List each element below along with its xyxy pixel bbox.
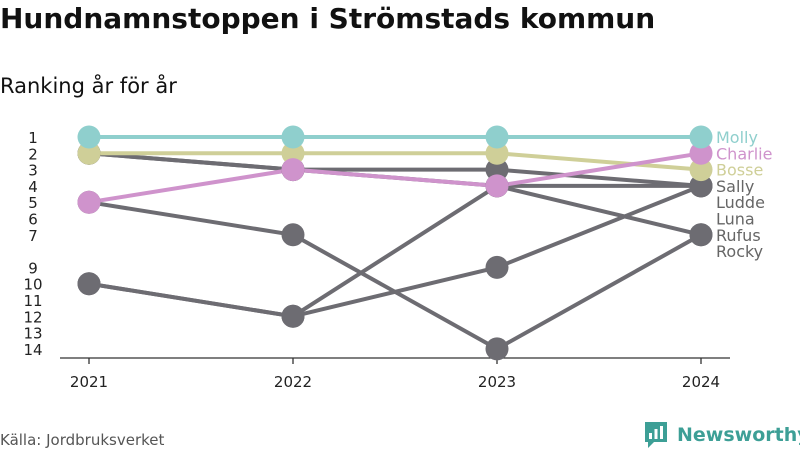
point-luna-2023 [485,255,509,279]
y-tick-label-14: 14 [23,341,42,359]
point-charlie-2021 [77,190,101,214]
y-tick-label-10: 10 [23,276,42,294]
y-tick-label-7: 7 [28,227,38,245]
brand-logo: Newsworthy [643,420,800,450]
y-tick-label-2: 2 [28,145,38,163]
x-tick-label-2022: 2022 [274,373,312,391]
y-tick-label-5: 5 [28,194,38,212]
point-rufus-2022 [281,223,305,247]
chart-subtitle: Ranking år för år [0,74,177,98]
legend-label-ludde: Ludde [716,193,765,212]
y-tick-label-13: 13 [23,325,42,343]
series-line-charlie [87,151,703,205]
legend-label-sally: Sally [716,177,754,196]
legend-label-rocky: Rocky [716,242,763,261]
legend-label-luna: Luna [716,210,755,229]
point-bosse-2023 [485,141,509,165]
y-tick-label-4: 4 [28,178,38,196]
y-tick-label-12: 12 [23,308,42,326]
legend-label-rufus: Rufus [716,226,761,245]
legend-label-molly: Molly [716,128,758,147]
x-tick-label-2021: 2021 [70,373,108,391]
legend-label-bosse: Bosse [716,161,763,180]
brand-name: Newsworthy [677,424,800,446]
point-charlie-2023 [485,174,509,198]
y-tick-label-6: 6 [28,211,38,229]
point-bosse-2022 [281,141,305,165]
point-bosse-2024 [689,158,713,182]
series-line-bosse [87,151,703,172]
y-tick-label-1: 1 [28,129,38,147]
source-note: Källa: Jordbruksverket [0,431,165,449]
point-luna-2022 [281,304,305,328]
x-tick-label-2023: 2023 [478,373,516,391]
point-molly-2021 [77,125,101,149]
y-tick-label-3: 3 [28,162,38,180]
series-line-luna [87,183,703,319]
point-luna-2021 [77,272,101,296]
y-tick-label-9: 9 [28,259,38,277]
point-rufus-2023 [485,337,509,361]
point-ludde-2023 [485,158,509,182]
point-molly-2024 [689,125,713,149]
point-rufus-2024 [689,223,713,247]
point-charlie-2024 [689,141,713,165]
chart-title: Hundnamnstoppen i Strömstads kommun [0,2,656,35]
x-tick-label-2024: 2024 [682,373,720,391]
point-charlie-2022 [281,158,305,182]
point-sally-2024 [689,174,713,198]
point-bosse-2021 [77,141,101,165]
y-tick-label-11: 11 [23,292,42,310]
legend-label-charlie: Charlie [716,144,772,163]
point-molly-2022 [281,125,305,149]
point-molly-2023 [485,125,509,149]
newsworthy-logo-icon [645,422,667,448]
